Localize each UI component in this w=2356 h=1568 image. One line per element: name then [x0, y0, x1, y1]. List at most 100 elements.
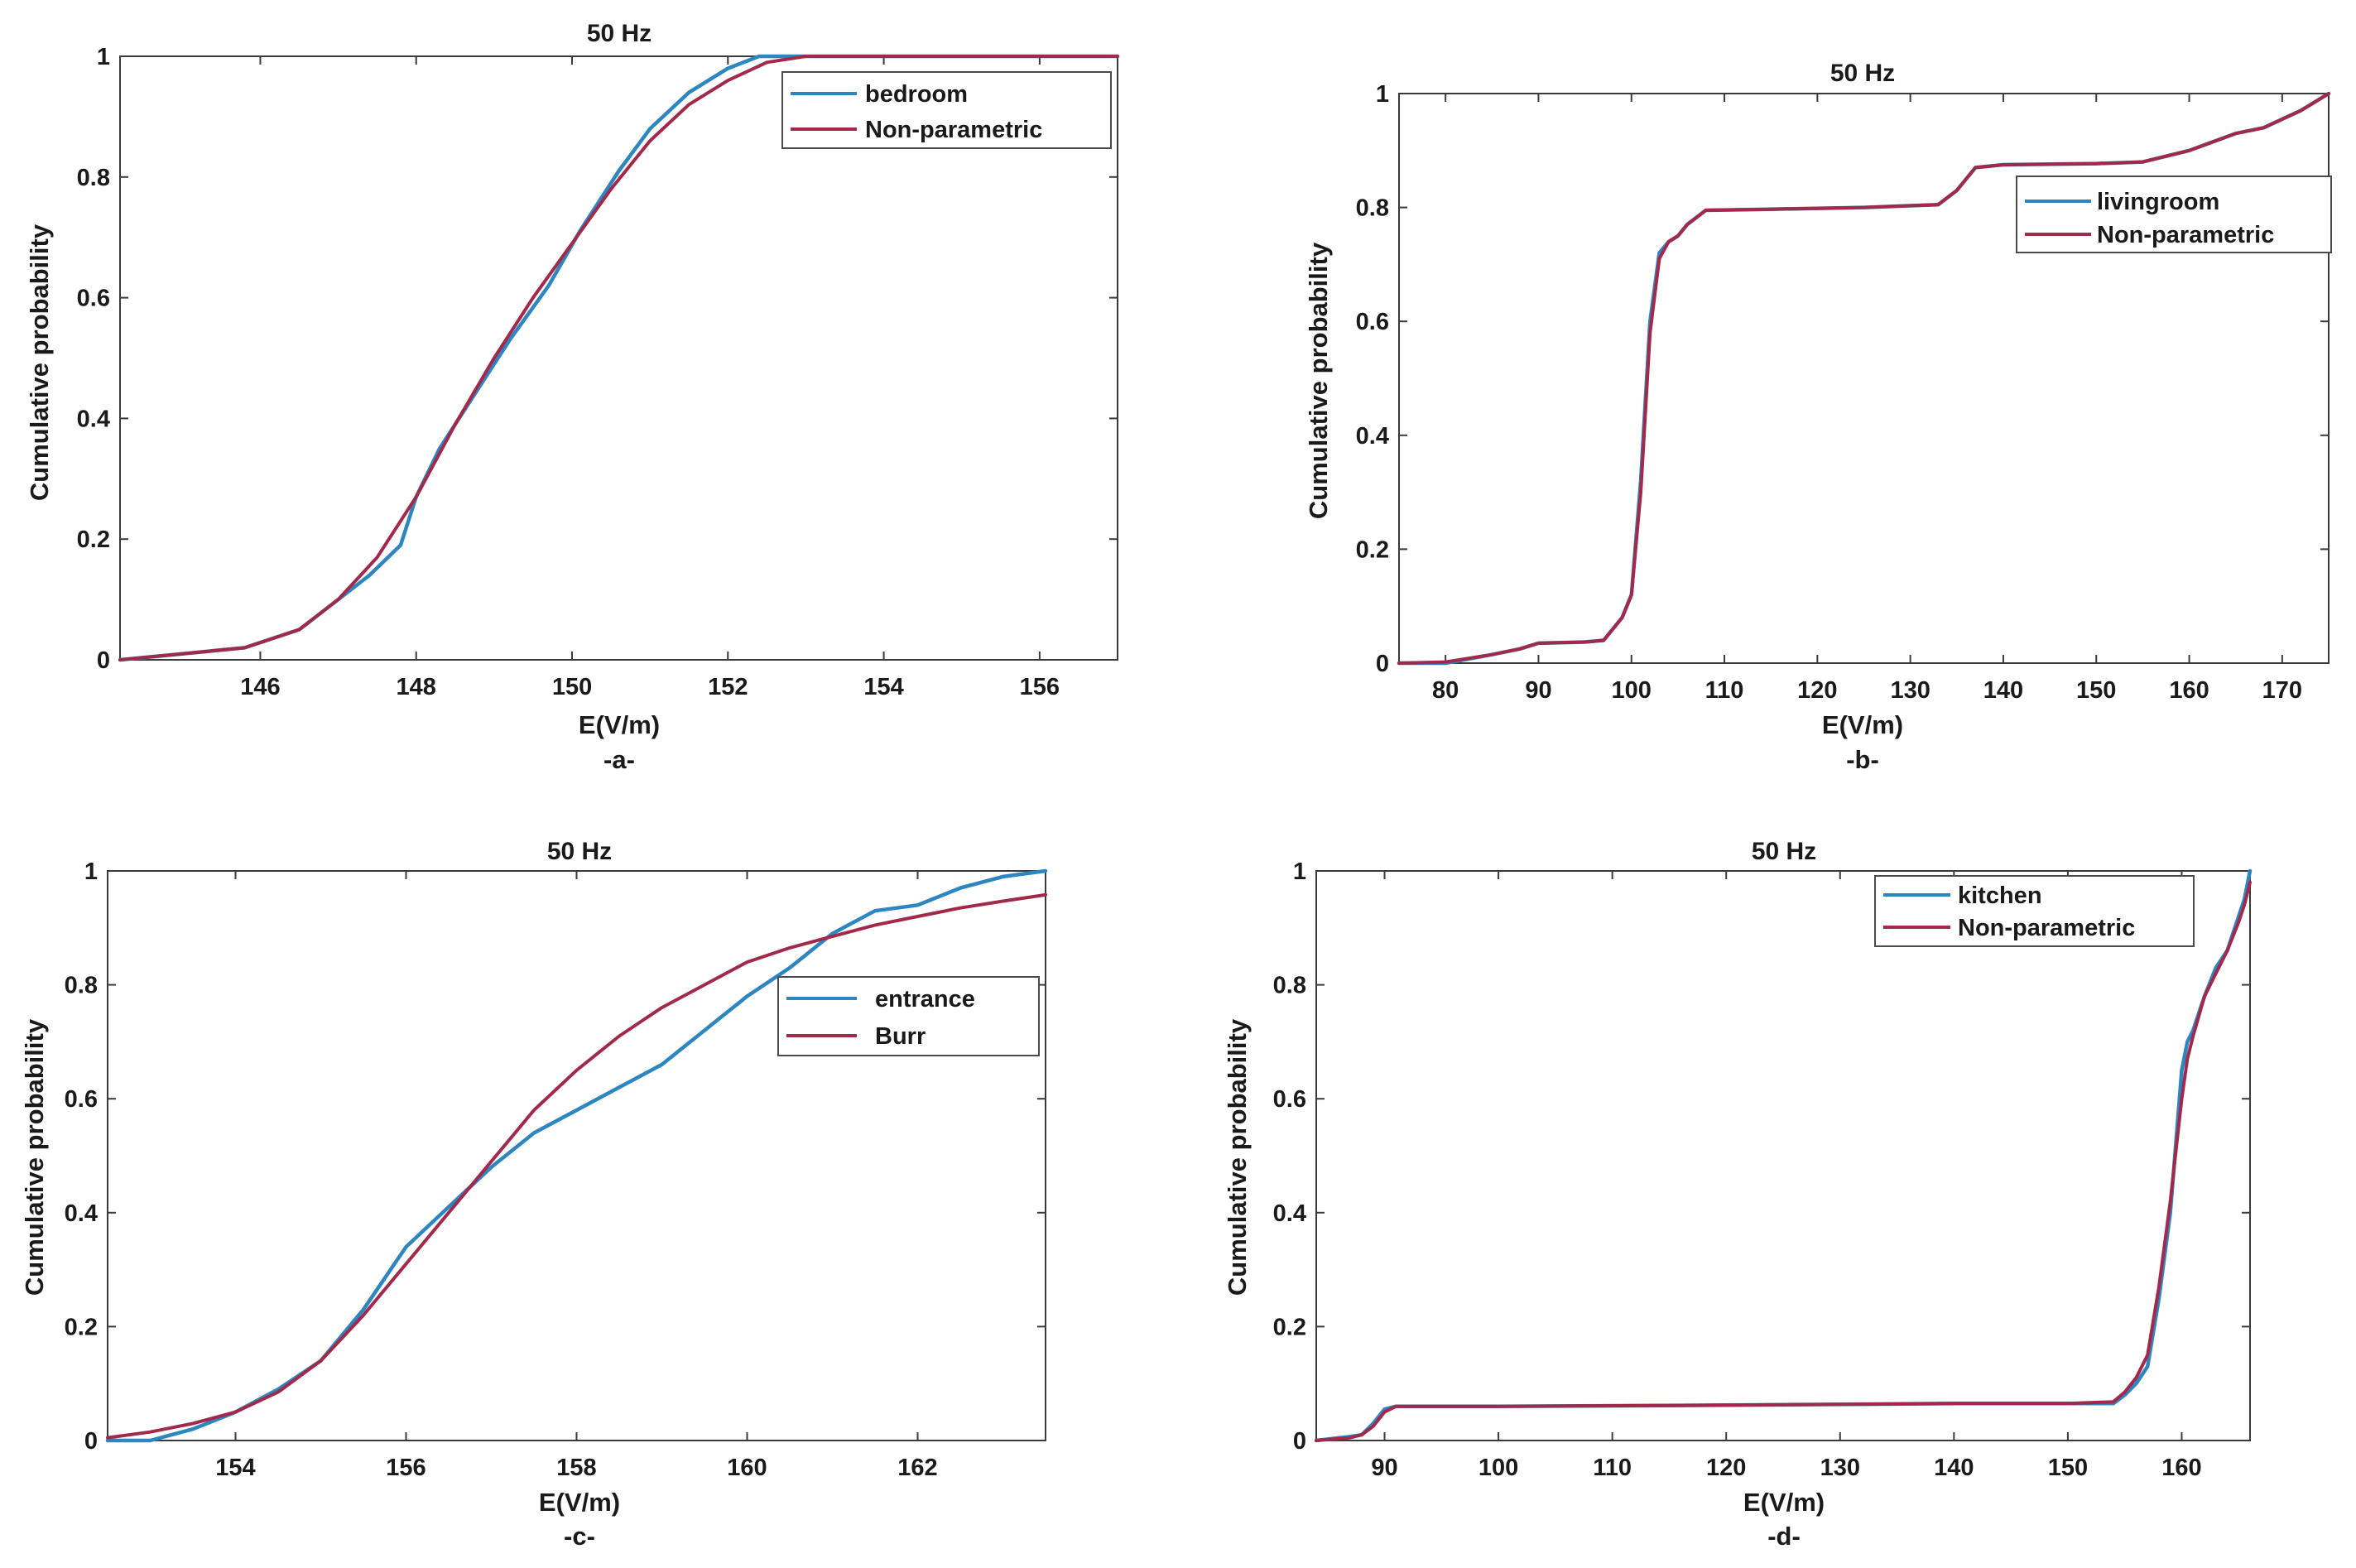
- panel-b-xtick-label: 150: [2076, 677, 2116, 704]
- panel-c-title: 50 Hz: [547, 838, 612, 865]
- panel-a-xtick-label: 146: [240, 674, 280, 700]
- panel-a-ytick-label: 0.6: [77, 286, 110, 312]
- panel-d-xtick-label: 120: [1706, 1455, 1746, 1481]
- panel-b-ytick-label: 0: [1376, 651, 1389, 677]
- panel-a-ytick-label: 0.4: [77, 406, 110, 432]
- panel-b-ytick-label: 0.4: [1356, 423, 1389, 450]
- panel-c-ytick-label: 0.4: [65, 1200, 98, 1227]
- panel-c-ytick-label: 1: [84, 859, 98, 885]
- panel-c-xtick-label: 156: [386, 1455, 426, 1481]
- panel-b-series-fitted-line: [1397, 92, 2330, 665]
- panel-b-title: 50 Hz: [1830, 60, 1895, 87]
- panel-c-legend-label-fitted: Burr: [875, 1023, 926, 1050]
- panel-b-xtick-label: 120: [1797, 677, 1837, 704]
- panel-c-xtick-label: 162: [897, 1455, 937, 1481]
- panel-d-xtick-label: 130: [1820, 1455, 1860, 1481]
- panel-c-legend: entrance Burr: [777, 976, 1040, 1056]
- panel-b-xtick-label: 80: [1432, 677, 1459, 704]
- panel-d-ylabel: Cumulative probability: [1223, 1018, 1252, 1296]
- panel-d-legend-box: [1874, 875, 2195, 947]
- panel-a-xtick-label: 152: [708, 674, 748, 700]
- panel-a-title: 50 Hz: [587, 20, 652, 47]
- panel-d-axes: 0 0.2 0.4 0.6 0.8 1 90 100 110 120 130 140 150 160: [1273, 859, 2253, 1481]
- panel-b-ytick-label: 0.6: [1356, 309, 1389, 335]
- panel-d-ytick-label: 0.4: [1273, 1200, 1306, 1227]
- panel-b-ytick-label: 0.8: [1356, 195, 1389, 222]
- panel-c-xtick-label: 160: [727, 1455, 767, 1481]
- panel-c-ytick-label: 0.6: [65, 1086, 98, 1113]
- panel-c-axes: 0 0.2 0.4 0.6 0.8 1 154 156 158 160 162: [65, 859, 1048, 1481]
- panel-b-xtick-label: 170: [2262, 677, 2302, 704]
- panel-d-ytick-label: 0.6: [1273, 1086, 1306, 1113]
- panel-a-legend-label-fitted: Non-parametric: [865, 117, 1042, 143]
- panel-a-ylabel: Cumulative probability: [25, 224, 54, 501]
- panel-c-xtick-label: 154: [215, 1455, 255, 1481]
- panel-d-xtick-label: 90: [1371, 1455, 1397, 1481]
- panel-a-ytick-label: 1: [97, 44, 110, 70]
- panel-d-xlabel: E(V/m): [1743, 1488, 1825, 1517]
- panel-c-ytick-label: 0.8: [65, 973, 98, 999]
- panel-d-plot-area: [1315, 870, 2251, 1441]
- panel-d-ytick-label: 0.2: [1273, 1314, 1306, 1340]
- panel-d-series-fitted-line: [1315, 880, 2252, 1442]
- panel-d-ytick-label: 0.8: [1273, 973, 1306, 999]
- panel-c-series-fitted-line: [106, 892, 1047, 1440]
- panel-a-legend-box: [781, 71, 1112, 149]
- panel-c-series-empirical-line: [105, 868, 1048, 1443]
- panel-c-xlabel: E(V/m): [539, 1488, 620, 1517]
- panel-b-ytick-label: 1: [1376, 81, 1389, 108]
- panel-a-xtick-label: 150: [552, 674, 592, 700]
- panel-b-xlabel: E(V/m): [1822, 710, 1903, 739]
- panel-b-legend: livingroom Non-parametric: [2016, 176, 2332, 253]
- panel-b-legend-box: [2016, 176, 2332, 253]
- panel-d-xtick-label: 140: [1934, 1455, 1974, 1481]
- panel-b-ylabel: Cumulative probability: [1304, 242, 1333, 519]
- panel-a-series-fitted-line: [118, 55, 1119, 661]
- panel-c: 50 Hz E(V/m) -c- Cumulative probability …: [20, 838, 1048, 1551]
- panel-d: 50 Hz E(V/m) -d- Cumulative probability …: [1223, 838, 2253, 1551]
- panel-d-xtick-label: 150: [2048, 1455, 2088, 1481]
- panel-a-xtick-label: 148: [397, 674, 436, 700]
- panel-d-title: 50 Hz: [1752, 838, 1816, 865]
- panel-d-legend-label-empirical: kitchen: [1958, 883, 2042, 909]
- panel-d-caption: -d-: [1767, 1522, 1801, 1551]
- panel-b-legend-label-empirical: livingroom: [2097, 189, 2219, 215]
- panel-a-ytick-label: 0.2: [77, 527, 110, 553]
- panel-c-plot-area: [107, 870, 1046, 1441]
- panel-d-legend-label-fitted: Non-parametric: [1958, 915, 2135, 941]
- panel-b-xtick-label: 110: [1705, 677, 1744, 704]
- panel-d-xtick-label: 110: [1593, 1455, 1632, 1481]
- panel-a-caption: -a-: [603, 745, 635, 774]
- panel-a-xtick-label: 156: [1020, 674, 1060, 700]
- panel-a: 50 Hz E(V/m) -a- Cumulative probability …: [25, 20, 1120, 774]
- panel-c-xtick-label: 158: [556, 1455, 596, 1481]
- panel-b-xtick-label: 140: [1983, 677, 2023, 704]
- panel-c-legend-label-empirical: entrance: [875, 986, 975, 1012]
- panel-c-ytick-label: 0.2: [65, 1314, 98, 1340]
- panel-b-xtick-label: 130: [1890, 677, 1930, 704]
- panel-d-series-empirical-line: [1314, 868, 2253, 1443]
- panel-d-ytick-label: 0: [1293, 1428, 1306, 1455]
- panel-d-legend: kitchen Non-parametric: [1874, 875, 2195, 947]
- panel-c-ylabel: Cumulative probability: [20, 1018, 49, 1296]
- panel-a-legend-label-empirical: bedroom: [865, 81, 968, 108]
- panel-b-xtick-label: 100: [1612, 677, 1652, 704]
- panel-b-xtick-label: 160: [2169, 677, 2209, 704]
- panel-d-xtick-label: 160: [2161, 1455, 2201, 1481]
- panel-c-caption: -c-: [564, 1522, 595, 1551]
- panel-a-xtick-label: 154: [863, 674, 903, 700]
- panel-a-xlabel: E(V/m): [579, 710, 660, 739]
- panel-d-ytick-label: 1: [1293, 859, 1306, 885]
- panel-a-ytick-label: 0.8: [77, 165, 110, 191]
- panel-b-caption: -b-: [1846, 745, 1879, 774]
- panel-b: 50 Hz E(V/m) -b- Cumulative probability …: [1304, 60, 2332, 774]
- panel-c-ytick-label: 0: [84, 1428, 98, 1455]
- panel-b-legend-label-fitted: Non-parametric: [2097, 222, 2274, 248]
- panel-b-axes: 0 0.2 0.4 0.6 0.8 1 80 90 100 110 120 130 140 150 160 1…: [1356, 81, 2331, 704]
- panel-a-legend: bedroom Non-parametric: [781, 71, 1112, 149]
- panel-c-legend-box: [777, 976, 1040, 1056]
- panel-d-xtick-label: 100: [1479, 1455, 1518, 1481]
- panel-a-ytick-label: 0: [97, 647, 110, 674]
